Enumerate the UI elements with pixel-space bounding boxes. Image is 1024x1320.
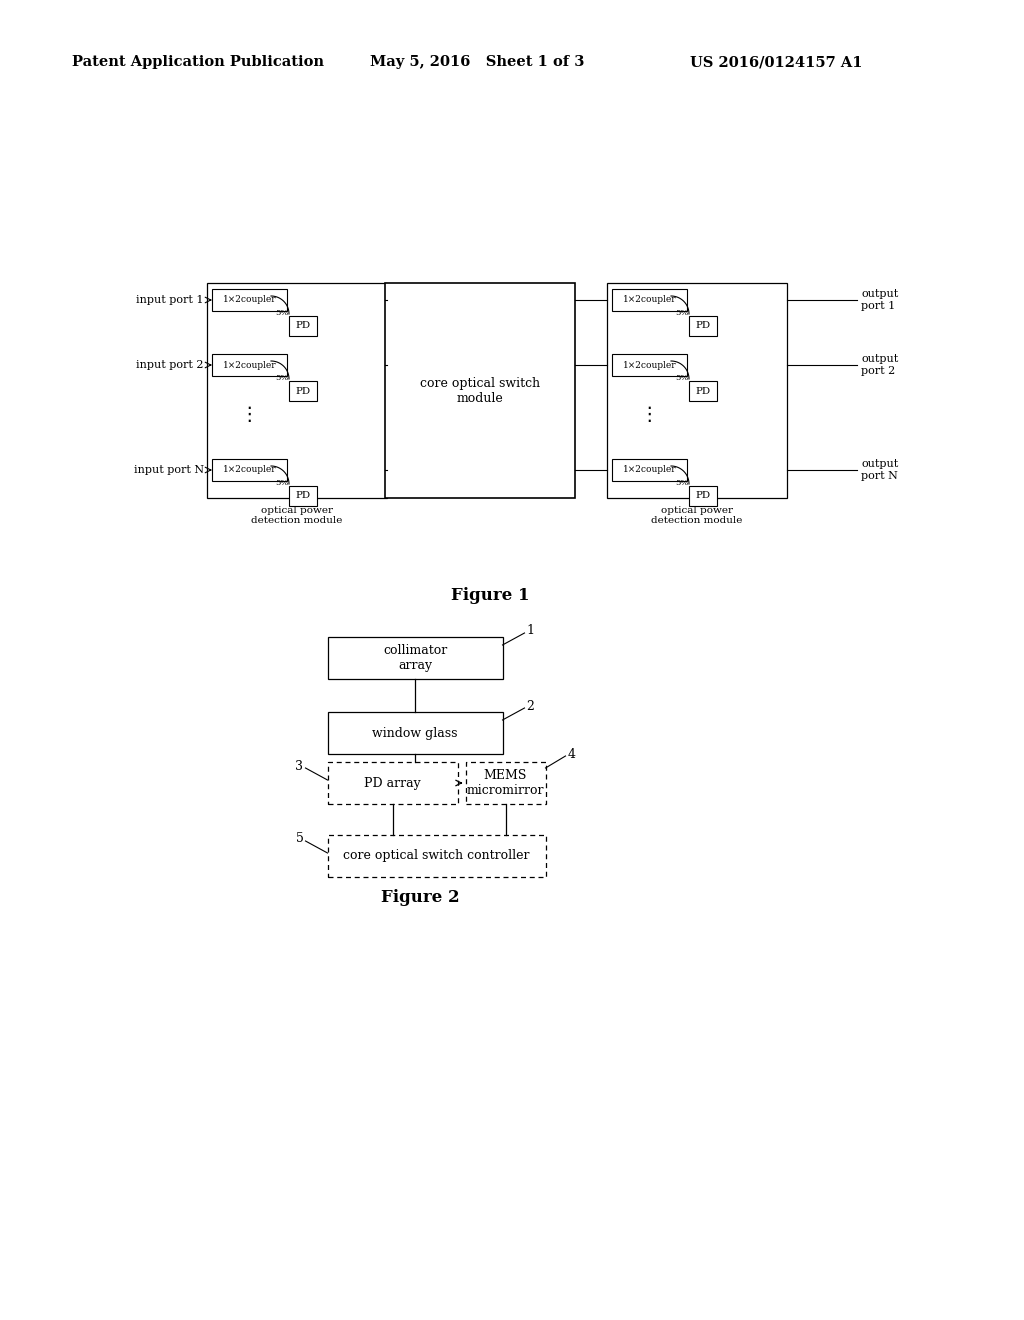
Text: collimator
array: collimator array [383, 644, 447, 672]
Text: 1: 1 [526, 624, 535, 638]
Bar [328, 638, 503, 678]
Text: output
port 1: output port 1 [861, 289, 898, 310]
Text: 4: 4 [567, 747, 575, 760]
Text: 5%: 5% [275, 309, 289, 317]
Text: output
port 2: output port 2 [861, 354, 898, 376]
Bar [212, 354, 287, 376]
Text: PD: PD [695, 387, 711, 396]
Text: 1×2coupler: 1×2coupler [623, 466, 676, 474]
Bar [328, 711, 503, 754]
Text: PD array: PD array [365, 776, 421, 789]
Text: 1×2coupler: 1×2coupler [222, 466, 276, 474]
Text: 1×2coupler: 1×2coupler [623, 296, 676, 305]
Text: PD: PD [296, 322, 310, 330]
Text: output
port N: output port N [861, 459, 898, 480]
Text: optical power
detection module: optical power detection module [251, 506, 343, 525]
Text: ⋮: ⋮ [240, 405, 259, 425]
Text: input port N: input port N [134, 465, 204, 475]
Text: Figure 2: Figure 2 [381, 890, 460, 907]
Text: Patent Application Publication: Patent Application Publication [72, 55, 324, 69]
Text: 5%: 5% [275, 374, 289, 381]
Text: optical power
detection module: optical power detection module [651, 506, 742, 525]
Text: core optical switch
module: core optical switch module [420, 376, 540, 404]
Text: input port 1: input port 1 [136, 294, 204, 305]
Bar [212, 289, 287, 312]
Bar [612, 289, 687, 312]
Bar [689, 315, 717, 337]
Text: 1×2coupler: 1×2coupler [222, 360, 276, 370]
Bar [607, 282, 787, 498]
Text: ⋮: ⋮ [639, 405, 658, 425]
Bar [612, 354, 687, 376]
Text: core optical switch controller: core optical switch controller [343, 850, 529, 862]
Text: 5%: 5% [275, 479, 289, 487]
Bar [612, 459, 687, 480]
Bar [328, 836, 546, 876]
Bar [689, 381, 717, 401]
Text: PD: PD [695, 491, 711, 500]
Text: input port 2: input port 2 [136, 360, 204, 370]
Bar [385, 282, 575, 498]
Bar [289, 315, 317, 337]
Text: May 5, 2016   Sheet 1 of 3: May 5, 2016 Sheet 1 of 3 [370, 55, 585, 69]
Bar [466, 762, 546, 804]
Text: 5%: 5% [675, 374, 688, 381]
Text: PD: PD [695, 322, 711, 330]
Text: 1×2coupler: 1×2coupler [623, 360, 676, 370]
Bar [212, 459, 287, 480]
Text: 1×2coupler: 1×2coupler [222, 296, 276, 305]
Text: MEMS
micromirror: MEMS micromirror [467, 770, 544, 797]
Text: 5%: 5% [675, 479, 688, 487]
Text: PD: PD [296, 491, 310, 500]
Bar [328, 762, 458, 804]
Bar [689, 486, 717, 506]
Text: 3: 3 [296, 759, 303, 772]
Text: PD: PD [296, 387, 310, 396]
Text: Figure 1: Figure 1 [451, 586, 529, 603]
Text: 2: 2 [526, 700, 535, 713]
Bar [289, 486, 317, 506]
Text: 5%: 5% [675, 309, 688, 317]
Text: window glass: window glass [373, 726, 458, 739]
Text: US 2016/0124157 A1: US 2016/0124157 A1 [690, 55, 862, 69]
Text: 5: 5 [296, 833, 303, 846]
Bar [289, 381, 317, 401]
Bar [207, 282, 387, 498]
